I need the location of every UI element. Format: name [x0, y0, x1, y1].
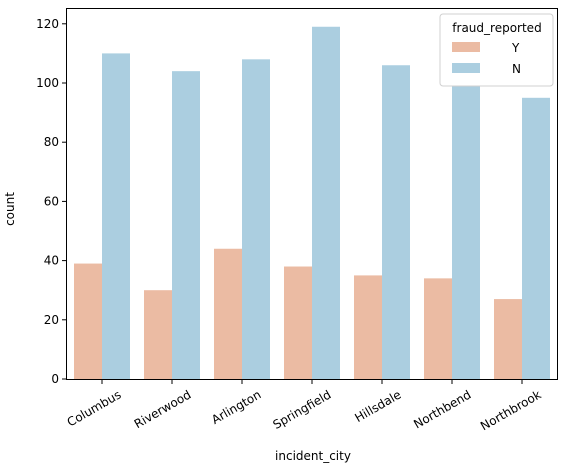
x-tick-label-springfield: Springfield — [271, 387, 334, 431]
bar-N-Northbend — [452, 50, 480, 379]
legend: fraud_reported YN — [439, 13, 554, 87]
bar-N-Northbrook — [522, 97, 550, 380]
y-tick-label: 20 — [44, 313, 59, 327]
y-tick-label: 80 — [44, 135, 59, 149]
y-tick-label: 0 — [51, 372, 59, 386]
x-tick-label-northbend: Northbend — [411, 387, 473, 431]
bar-Y-Riverwood — [144, 290, 172, 379]
y-axis: 0 20 40 60 80 100 120 — [36, 17, 67, 386]
y-tick-label: 60 — [44, 194, 59, 208]
legend-title: fraud_reported — [452, 21, 541, 35]
x-tick-label-columbus: Columbus — [65, 387, 124, 429]
x-tick-label-hillsdale: Hillsdale — [352, 387, 403, 425]
y-tick-label: 40 — [44, 254, 59, 268]
bar-N-Columbus — [102, 53, 130, 380]
y-tick-label: 100 — [36, 76, 59, 90]
bar-N-Hillsdale — [382, 65, 410, 380]
plot-frame — [66, 8, 558, 380]
bar-Y-Springfield — [284, 266, 312, 379]
legend-swatch-N — [452, 63, 480, 73]
x-tick-label-arlington: Arlington — [209, 387, 263, 426]
bar-N-Riverwood — [172, 71, 200, 379]
bar-Y-Northbrook — [494, 299, 522, 379]
x-axis: Columbus Riverwood Arlington Springfield Hil… — [65, 379, 544, 433]
bar-Y-Northbend — [424, 278, 452, 379]
bar-N-Springfield — [312, 26, 340, 379]
bar-Y-Arlington — [214, 248, 242, 379]
legend-swatch-Y — [452, 42, 480, 52]
bar-N-Arlington — [242, 59, 270, 379]
bars-layer — [74, 26, 550, 380]
bar-Y-Hillsdale — [354, 275, 382, 379]
x-axis-label: incident_city — [275, 449, 351, 463]
x-tick-label-riverwood: Riverwood — [132, 387, 194, 431]
x-tick-label-northbrook: Northbrook — [478, 387, 543, 433]
legend-label-N: N — [512, 62, 521, 76]
y-tick-label: 120 — [36, 17, 59, 31]
bar-Y-Columbus — [74, 263, 102, 379]
y-axis-label: count — [3, 192, 17, 226]
legend-label-Y: Y — [511, 41, 520, 55]
